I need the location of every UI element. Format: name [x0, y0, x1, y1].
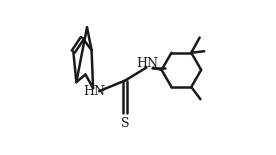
Text: HN: HN	[136, 57, 158, 70]
Text: S: S	[121, 117, 129, 130]
Text: HN: HN	[83, 85, 105, 98]
